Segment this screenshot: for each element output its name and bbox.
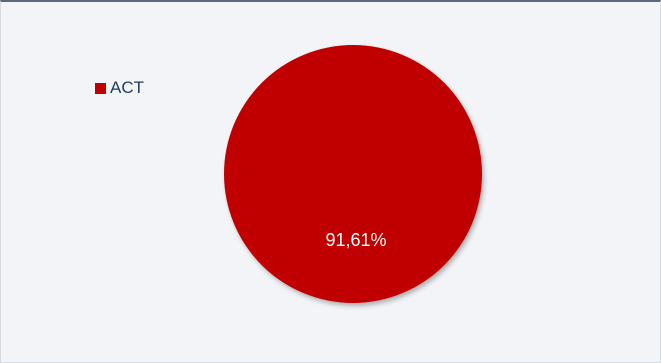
pie-slice-act xyxy=(224,45,482,303)
legend-swatch-act xyxy=(95,82,106,94)
legend: ACT xyxy=(95,78,144,98)
legend-label-act: ACT xyxy=(110,78,144,97)
slice-label-act: 91,61% xyxy=(325,230,386,250)
